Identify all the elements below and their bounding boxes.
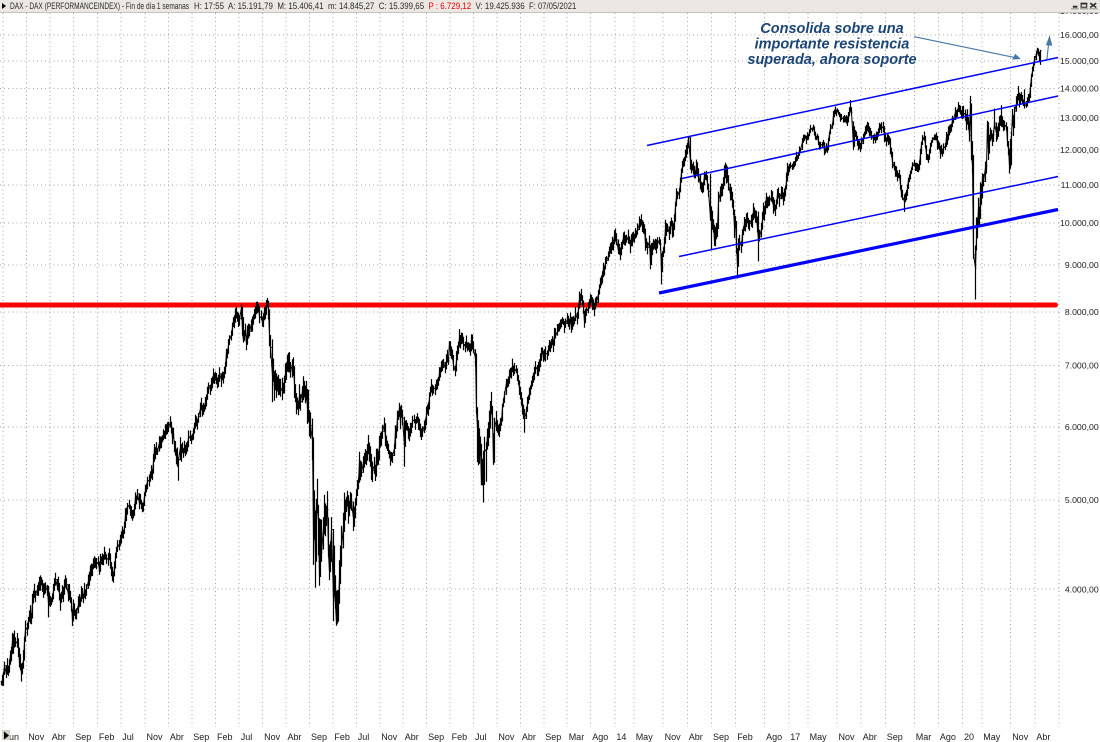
svg-text:6.000,00: 6.000,00 [1065, 422, 1099, 432]
svg-text:9.000,00: 9.000,00 [1065, 260, 1099, 270]
svg-text:17: 17 [790, 732, 800, 742]
svg-text:Jul: Jul [358, 732, 370, 742]
svg-text:Nov: Nov [1012, 732, 1029, 742]
svg-text:Consolida sobre una: Consolida sobre una [760, 21, 903, 37]
svg-text:Jul: Jul [475, 732, 487, 742]
svg-text:Feb: Feb [217, 732, 233, 742]
svg-text:Jul: Jul [122, 732, 134, 742]
svg-text:Nov: Nov [28, 732, 45, 742]
svg-text:Abr: Abr [689, 732, 703, 742]
svg-text:Ago: Ago [592, 732, 608, 742]
svg-text:Jun: Jun [5, 732, 20, 742]
svg-text:Sep: Sep [713, 732, 729, 742]
svg-text:8.000,00: 8.000,00 [1065, 307, 1099, 317]
svg-text:7.000,00: 7.000,00 [1065, 361, 1099, 371]
svg-text:11.000,00: 11.000,00 [1061, 180, 1099, 190]
svg-text:superada, ahora soporte: superada, ahora soporte [747, 52, 916, 68]
svg-text:Feb: Feb [99, 732, 115, 742]
svg-text:Nov: Nov [381, 732, 398, 742]
svg-text:Sep: Sep [311, 732, 327, 742]
svg-text:20: 20 [964, 732, 974, 742]
svg-text:15.000,00: 15.000,00 [1060, 56, 1099, 66]
svg-text:10.000,00: 10.000,00 [1060, 218, 1099, 228]
svg-text:Abr: Abr [405, 732, 419, 742]
svg-text:May: May [810, 732, 828, 742]
svg-text:Feb: Feb [452, 732, 468, 742]
svg-text:Nov: Nov [147, 732, 164, 742]
svg-text:importante resistencia: importante resistencia [755, 37, 910, 53]
svg-text:16.000,00: 16.000,00 [1060, 30, 1099, 40]
svg-text:Mar: Mar [569, 732, 585, 742]
svg-text:Nov: Nov [839, 732, 856, 742]
svg-text:Abr: Abr [288, 732, 302, 742]
svg-text:Nov: Nov [264, 732, 281, 742]
svg-text:Abr: Abr [52, 732, 66, 742]
svg-text:Abr: Abr [522, 732, 536, 742]
svg-text:Sep: Sep [193, 732, 209, 742]
svg-text:5.000,00: 5.000,00 [1065, 495, 1099, 505]
svg-text:Nov: Nov [665, 732, 682, 742]
svg-text:Abr: Abr [863, 732, 877, 742]
svg-text:Ago: Ago [940, 732, 956, 742]
svg-text:Feb: Feb [737, 732, 753, 742]
svg-text:May: May [983, 732, 1001, 742]
svg-text:12.000,00: 12.000,00 [1060, 145, 1099, 155]
svg-text:Abr: Abr [1036, 732, 1050, 742]
svg-text:Mar: Mar [916, 732, 932, 742]
svg-text:13.000,00: 13.000,00 [1060, 113, 1099, 123]
svg-text:Jul: Jul [241, 732, 253, 742]
svg-text:Sep: Sep [428, 732, 444, 742]
svg-text:May: May [636, 732, 654, 742]
svg-text:4.000,00: 4.000,00 [1065, 584, 1099, 594]
svg-text:Feb: Feb [334, 732, 350, 742]
svg-text:Ago: Ago [766, 732, 782, 742]
svg-text:Sep: Sep [75, 732, 91, 742]
svg-text:14: 14 [616, 732, 626, 742]
svg-text:Abr: Abr [170, 732, 184, 742]
svg-text:Nov: Nov [498, 732, 515, 742]
svg-text:Sep: Sep [545, 732, 561, 742]
svg-text:Sep: Sep [887, 732, 903, 742]
svg-text:14.000,00: 14.000,00 [1060, 84, 1099, 94]
